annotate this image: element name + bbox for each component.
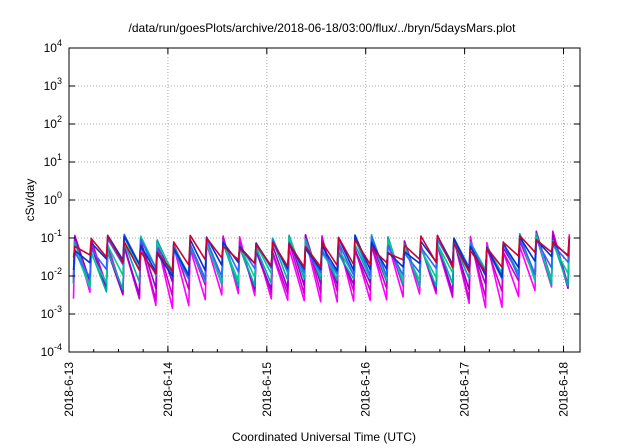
y-axis: 10-4 10-3 10-2 10-1 100 101 102 103 104 <box>41 38 580 359</box>
grid <box>69 47 580 353</box>
y-tick-label: 103 <box>44 76 62 93</box>
x-tick-label: 2018-6-15 <box>260 362 274 417</box>
x-tick-label: 2018-6-17 <box>458 362 472 417</box>
x-tick-label: 2018-6-13 <box>62 362 76 417</box>
x-tick-label: 2018-6-14 <box>161 362 175 417</box>
y-tick-label: 10-3 <box>41 304 62 321</box>
x-tick-label: 2018-6-18 <box>557 362 571 417</box>
chart-title: /data/run/goesPlots/archive/2018-06-18/0… <box>129 21 517 35</box>
y-tick-label: 10-1 <box>41 228 62 245</box>
y-axis-label: cSv/day <box>23 179 37 222</box>
y-tick-label: 100 <box>44 190 62 207</box>
x-axis: 2018-6-13 2018-6-14 2018-6-15 2018-6-16 2018… <box>62 48 571 417</box>
y-tick-label: 102 <box>44 114 62 131</box>
x-axis-label: Coordinated Universal Time (UTC) <box>232 430 416 444</box>
y-tick-label: 104 <box>44 38 62 55</box>
y-tick-label: 10-4 <box>41 342 62 359</box>
x-tick-label: 2018-6-16 <box>359 362 373 417</box>
y-tick-label: 10-2 <box>41 266 62 283</box>
series-group <box>72 230 571 309</box>
series-line <box>72 234 571 275</box>
y-tick-label: 101 <box>44 152 62 169</box>
